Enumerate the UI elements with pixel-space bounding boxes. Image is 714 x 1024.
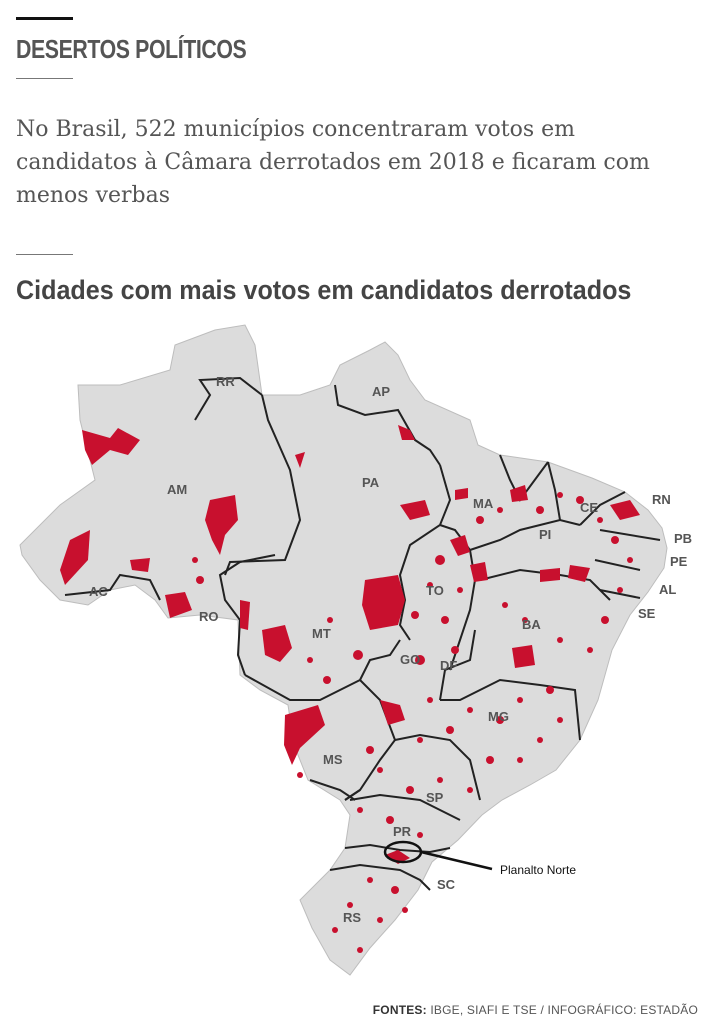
state-label-rn: RN	[652, 492, 671, 507]
highlighted-municipalities	[60, 425, 640, 953]
state-label-se: SE	[638, 606, 656, 621]
state-label-ma: MA	[473, 496, 494, 511]
state-label-ac: AC	[89, 584, 108, 599]
state-label-al: AL	[659, 582, 676, 597]
state-label-ce: CE	[580, 500, 598, 515]
state-label-ro: RO	[199, 609, 219, 624]
brazil-outline	[19, 324, 668, 976]
callout-line	[420, 850, 493, 871]
state-label-mg: MG	[488, 709, 509, 724]
footer-credits: FONTES: IBGE, SIAFI E TSE / INFOGRÁFICO:…	[373, 1003, 698, 1017]
subtitle: No Brasil, 522 municípios concentraram v…	[16, 117, 650, 208]
state-label-rs: RS	[343, 910, 361, 925]
footer-text: IBGE, SIAFI E TSE / INFOGRÁFICO: ESTADÃO	[430, 1003, 698, 1017]
state-label-ms: MS	[323, 752, 343, 767]
state-label-sc: SC	[437, 877, 456, 892]
state-label-mt: MT	[312, 626, 331, 641]
state-label-pe: PE	[670, 554, 688, 569]
divider	[16, 254, 73, 255]
state-label-pb: PB	[674, 531, 692, 546]
state-label-am: AM	[167, 482, 187, 497]
kicker-title: DESERTOS POLÍTICOS	[16, 34, 247, 64]
state-label-to: TO	[426, 583, 444, 598]
map-heading: Cidades com mais votos em candidatos der…	[16, 275, 632, 305]
state-label-rr: RR	[216, 374, 235, 389]
divider	[16, 78, 73, 79]
state-label-pa: PA	[362, 475, 380, 490]
state-label-pi: PI	[539, 527, 551, 542]
state-label-pr: PR	[393, 824, 412, 839]
footer-label: FONTES:	[372, 1003, 427, 1017]
state-label-go: GO	[400, 652, 420, 667]
state-label-ba: BA	[522, 617, 541, 632]
state-label-df: DF	[440, 658, 457, 673]
top-rule	[16, 17, 73, 20]
state-label-sp: SP	[426, 790, 444, 805]
brazil-map: RR AP AM PA MA CE RN PB PE PI AL SE AC R…	[19, 324, 692, 976]
callout-label: Planalto Norte	[500, 863, 576, 877]
state-label-ap: AP	[372, 384, 390, 399]
